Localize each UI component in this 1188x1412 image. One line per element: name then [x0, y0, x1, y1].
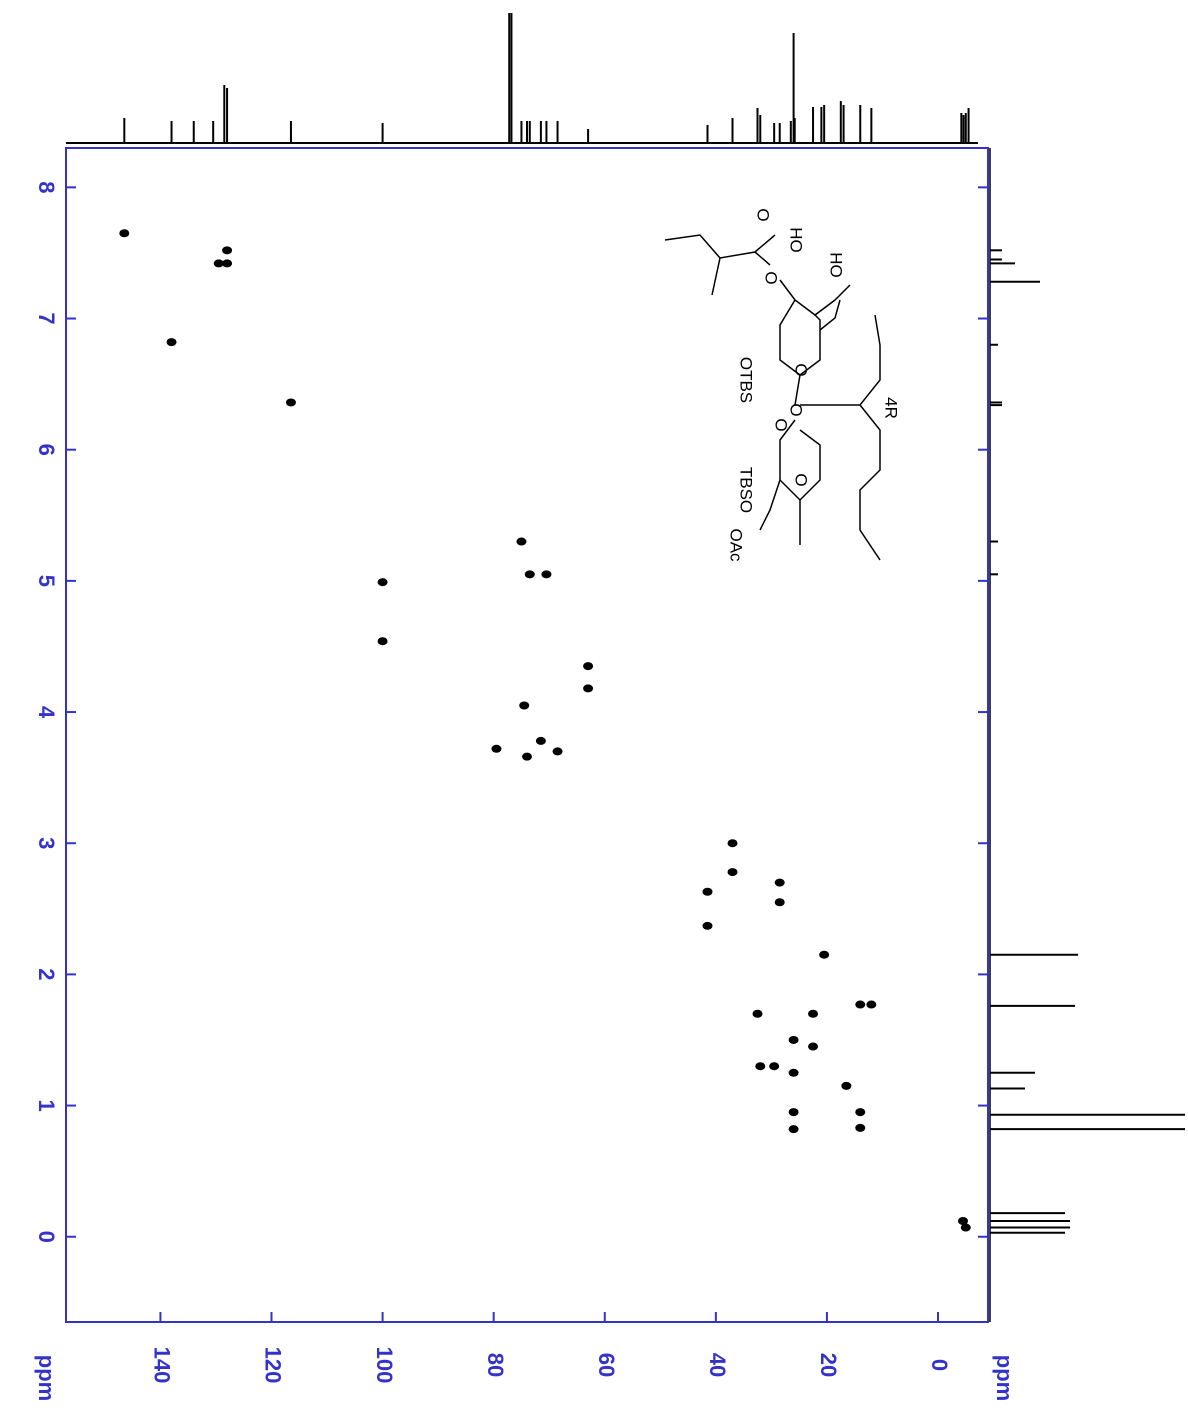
structure-label: O	[762, 271, 781, 284]
x-tick-label: 60	[594, 1353, 619, 1377]
cross-peak	[808, 1042, 819, 1051]
cross-peak	[377, 637, 388, 646]
cross-peak	[841, 1081, 852, 1090]
y-tick-label: 8	[34, 181, 59, 193]
structure-label: O	[772, 418, 791, 431]
structure-label: O	[754, 208, 773, 221]
cross-peak	[119, 229, 130, 238]
cross-peak	[702, 887, 713, 896]
cross-peak	[213, 259, 224, 268]
y-tick-label: 0	[34, 1231, 59, 1243]
cross-peak	[960, 1223, 971, 1232]
structure-label: O	[787, 403, 806, 416]
cross-peak	[285, 398, 296, 407]
cross-peak	[552, 747, 563, 756]
cross-peak	[535, 736, 546, 745]
cross-peak	[727, 839, 738, 848]
structure-label: OTBS	[737, 357, 756, 403]
cross-peak	[541, 570, 552, 579]
cross-peak	[855, 1123, 866, 1132]
y-tick-label: 1	[34, 1099, 59, 1111]
cross-peak	[702, 921, 713, 930]
cross-peak	[855, 1108, 866, 1117]
cross-peak	[808, 1009, 819, 1018]
cross-peak	[774, 898, 785, 907]
x-axis-label: ppm	[992, 1355, 1017, 1401]
x-tick-label: 100	[372, 1347, 397, 1384]
y-tick-label: 7	[34, 312, 59, 324]
cross-peak	[524, 570, 535, 579]
cross-peak	[519, 701, 530, 710]
cross-peak	[819, 950, 830, 959]
structure-label: HO	[787, 227, 806, 253]
y-tick-label: 2	[34, 968, 59, 980]
y-tick-label: 6	[34, 444, 59, 456]
cross-peak	[866, 1000, 877, 1009]
cross-peak	[222, 259, 233, 268]
y-tick-label: 4	[34, 706, 59, 719]
structure-label: 4R	[882, 397, 901, 419]
x-tick-label: 80	[483, 1353, 508, 1377]
cross-peak	[788, 1068, 799, 1077]
cross-peak	[788, 1125, 799, 1134]
plot-frame	[65, 147, 989, 1323]
cross-peak	[855, 1000, 866, 1009]
cross-peak	[769, 1062, 780, 1071]
x-tick-label: 20	[816, 1353, 841, 1377]
y-tick-label: 5	[34, 575, 59, 587]
structure-bonds	[664, 234, 881, 561]
cross-peak	[522, 752, 532, 761]
cross-peak	[222, 246, 233, 255]
y-tick-label: 3	[34, 837, 59, 849]
x-tick-label: 0	[927, 1359, 952, 1371]
cross-peak	[727, 868, 738, 877]
x-tick-label: 140	[150, 1347, 175, 1384]
cross-peak	[516, 537, 527, 546]
cross-peak	[583, 684, 594, 693]
cross-peak	[583, 662, 594, 671]
x-tick-label: 40	[705, 1353, 730, 1377]
structure-label: OAc	[727, 528, 746, 562]
cross-peak	[166, 338, 177, 347]
structure-label: O	[792, 363, 811, 376]
cross-peak	[788, 1035, 799, 1044]
structure-label: HO	[827, 252, 846, 278]
structure-label: TBSO	[737, 467, 756, 513]
cross-peak	[788, 1108, 799, 1117]
cross-peak	[774, 878, 785, 887]
y-axis-label: ppm	[34, 1355, 59, 1401]
cross-peak	[958, 1216, 969, 1225]
cross-peak	[377, 578, 388, 587]
cross-peak	[755, 1062, 766, 1071]
cross-peak	[491, 744, 502, 753]
x-tick-label: 120	[261, 1347, 286, 1384]
structure-label: O	[792, 473, 811, 486]
cross-peak	[752, 1009, 763, 1018]
